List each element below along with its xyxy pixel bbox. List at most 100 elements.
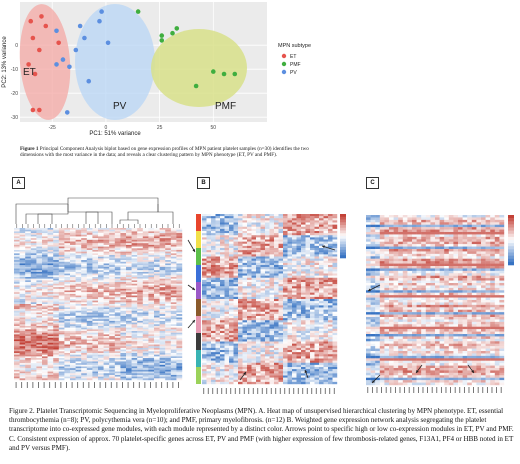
heatmap-cell	[159, 246, 166, 249]
heatmap-cell	[75, 336, 82, 338]
heatmap-cell	[202, 356, 207, 359]
heatmap-cell	[42, 233, 48, 235]
heatmap-cell	[238, 254, 243, 257]
heatmap-cell	[305, 284, 311, 287]
heatmap-cell	[120, 258, 127, 261]
heatmap-cell	[14, 361, 20, 364]
heatmap-cell	[251, 303, 257, 306]
heatmap-cell	[109, 244, 115, 247]
heatmap-cell	[211, 324, 216, 327]
heatmap-cell	[319, 284, 324, 287]
heatmap-cell	[260, 279, 266, 283]
heatmap-cell	[47, 347, 54, 350]
heatmap-cell	[98, 292, 104, 295]
heatmap-cell	[114, 287, 121, 289]
heatmap-cell	[211, 326, 216, 329]
heatmap-cell	[314, 231, 320, 234]
heatmap-cell	[131, 314, 138, 317]
heatmap-cell	[30, 374, 37, 377]
heatmap-cell	[269, 269, 275, 272]
heatmap-cell	[292, 307, 297, 310]
heatmap-cell	[36, 255, 43, 257]
heatmap-cell	[165, 310, 171, 313]
heatmap-cell	[305, 267, 311, 270]
heatmap-cell	[301, 345, 306, 349]
heatmap-cell	[159, 315, 166, 318]
heatmap-cell	[319, 220, 324, 223]
heatmap-cell	[42, 278, 48, 281]
heatmap-cell	[36, 276, 43, 279]
heatmap-cell	[224, 275, 230, 278]
heatmap-cell	[224, 218, 230, 221]
heatmap-cell	[176, 255, 183, 257]
heatmap-cell	[159, 283, 166, 286]
heatmap-cell	[233, 313, 239, 317]
heatmap-cell	[301, 248, 306, 251]
heatmap-cell	[98, 363, 104, 365]
heatmap-cell	[278, 362, 284, 366]
heatmap-cell	[64, 315, 71, 318]
heatmap-cell	[323, 330, 329, 334]
heatmap-cell	[30, 239, 37, 242]
heatmap-cell	[86, 285, 93, 288]
heatmap-cell	[148, 302, 155, 305]
heatmap-cell	[247, 275, 252, 278]
heatmap-cell	[251, 243, 257, 247]
heatmap-cell	[215, 284, 221, 287]
heatmap-cell	[274, 245, 279, 249]
heatmap-cell	[238, 239, 243, 242]
heatmap-cell	[81, 354, 87, 357]
heatmap-cell	[165, 258, 171, 261]
heatmap-cell	[98, 288, 104, 291]
heatmap-cell	[142, 238, 149, 241]
heatmap-cell	[202, 362, 207, 366]
heatmap-cell	[148, 322, 155, 325]
heatmap-cell	[75, 236, 82, 239]
heatmap-cell	[328, 218, 333, 221]
heatmap-cell	[165, 248, 171, 251]
heatmap-cell	[126, 246, 132, 249]
heatmap-cell	[314, 235, 320, 238]
heatmap-cell	[220, 237, 225, 240]
heatmap-cell	[296, 311, 302, 315]
heatmap-cell	[64, 342, 71, 345]
heatmap-cell	[81, 290, 87, 293]
heatmap-cell	[328, 294, 333, 298]
heatmap-cell	[233, 337, 239, 340]
heatmap-b	[187, 214, 346, 394]
heatmap-cell	[14, 341, 20, 344]
heatmap-cell	[154, 297, 160, 300]
heatmap-cell	[251, 364, 257, 368]
heatmap-cell	[103, 278, 110, 281]
heatmap-cell	[165, 266, 171, 269]
heatmap-cell	[42, 347, 48, 350]
heatmap-cell	[148, 278, 155, 281]
heatmap-cell	[224, 241, 230, 244]
heatmap-cell	[256, 358, 261, 361]
heatmap-cell	[131, 342, 138, 345]
heatmap-cell	[86, 374, 93, 377]
heatmap-cell	[256, 299, 261, 302]
heatmap-cell	[256, 220, 261, 223]
heatmap-cell	[126, 315, 132, 318]
heatmap-cell	[148, 341, 155, 344]
heatmap-cell	[229, 352, 234, 355]
heatmap-cell	[19, 282, 26, 284]
heatmap-cell	[109, 282, 115, 284]
heatmap-cell	[53, 327, 59, 330]
heatmap-cell	[42, 352, 48, 355]
heatmap-cell	[260, 316, 266, 319]
heatmap-cell	[256, 265, 261, 268]
heatmap-cell	[220, 248, 225, 251]
heatmap-cell	[92, 336, 99, 338]
heatmap-cell	[278, 311, 284, 315]
heatmap-cell	[70, 334, 76, 337]
heatmap-cell	[206, 279, 212, 283]
heatmap-cell	[269, 237, 275, 240]
heatmap-cell	[328, 290, 333, 293]
heatmap-cell	[75, 319, 82, 322]
heatmap-cell	[114, 271, 121, 274]
heatmap-cell	[92, 255, 99, 257]
heatmap-cell	[126, 358, 132, 360]
heatmap-cell	[265, 273, 270, 276]
